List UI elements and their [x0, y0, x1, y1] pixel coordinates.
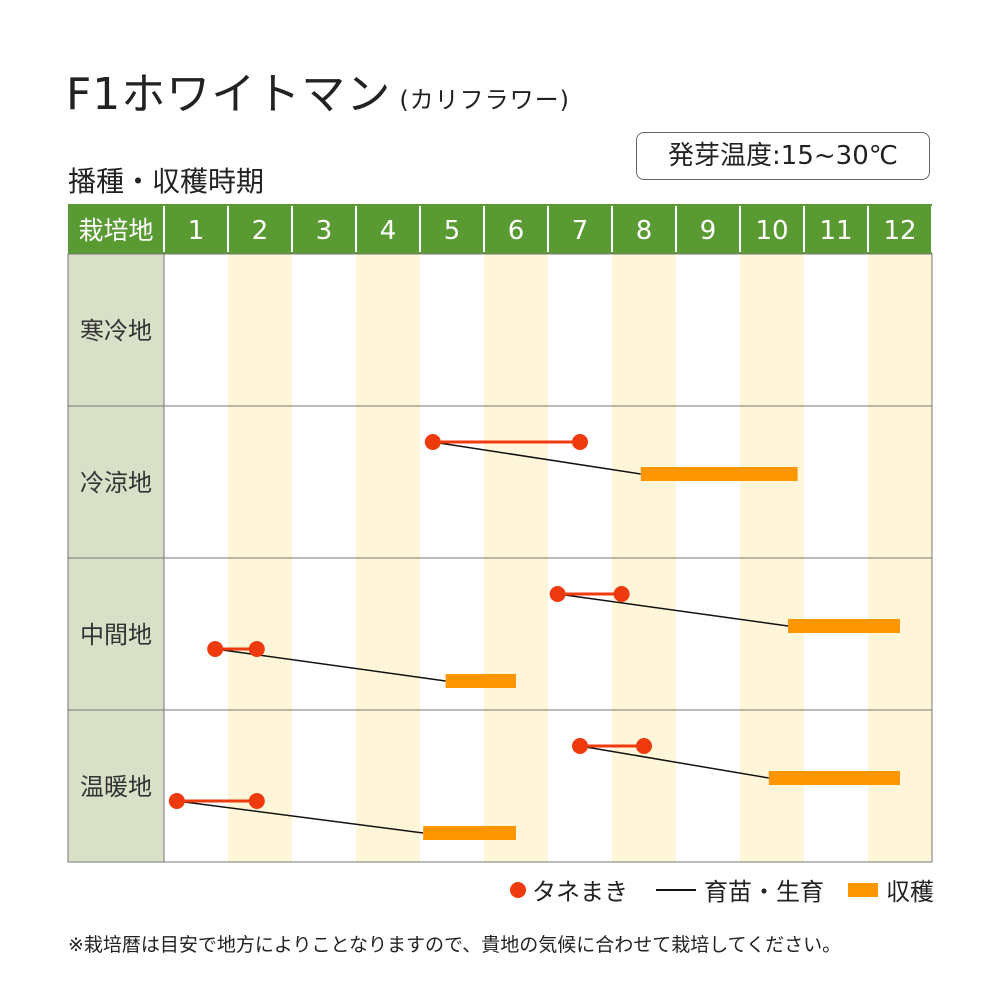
month-label: 9 [700, 216, 717, 246]
month-label: 8 [636, 216, 653, 246]
sowing-start-dot [424, 434, 441, 450]
sowing-start-dot [549, 586, 566, 602]
growing-line [176, 800, 424, 834]
sowing-marker-icon [510, 881, 526, 898]
sowing-start-dot [207, 641, 224, 657]
legend-label-harvest: 収穫 [886, 878, 934, 906]
footnote: ※栽培暦は目安で地方によりことなりますので、貴地の気候に合わせて栽培してください… [68, 934, 842, 956]
growing-line-icon [656, 888, 696, 891]
temperature-badge: 発芽温度:15~30℃ [636, 132, 930, 180]
month-label: 10 [755, 216, 788, 246]
harvest-bar [445, 674, 516, 688]
growing-line [579, 745, 769, 779]
region-label: 温暖地 [80, 773, 152, 801]
sowing-end-dot [636, 738, 652, 754]
harvest-bar [423, 826, 516, 840]
chart-border [67, 253, 933, 863]
region-label: 冷涼地 [80, 469, 152, 497]
legend-item-growing: 育苗・生育 [656, 872, 824, 907]
month-label: 4 [380, 216, 397, 246]
page-title: F1ホワイトマン (カリフラワー) [66, 58, 570, 122]
harvest-bar-icon [848, 882, 878, 897]
sowing-end-dot [248, 641, 265, 657]
region-label: 寒冷地 [80, 317, 152, 345]
legend-label-sowing: タネまき [532, 878, 628, 906]
month-label: 6 [508, 216, 525, 246]
month-label: 12 [883, 216, 916, 246]
legend-label-growing: 育苗・生育 [704, 878, 824, 906]
region-label: 中間地 [80, 621, 152, 649]
header-bar [68, 204, 932, 254]
legend-item-sowing: タネまき [510, 872, 628, 907]
month-label: 7 [572, 216, 589, 246]
growing-line [432, 441, 641, 475]
growing-line [557, 593, 789, 627]
harvest-bar [768, 771, 900, 785]
sowing-start-dot [572, 738, 588, 754]
title-sub: (カリフラワー) [399, 85, 571, 114]
month-label: 2 [252, 216, 269, 246]
harvest-bar [640, 467, 798, 481]
header-label: 栽培地 [78, 216, 153, 245]
month-label: 3 [316, 216, 333, 246]
legend-item-harvest: 収穫 [848, 872, 934, 907]
section-subtitle: 播種・収穫時期 [68, 165, 265, 198]
month-label: 1 [188, 216, 205, 246]
sowing-start-dot [168, 793, 185, 809]
title-main: F1ホワイトマン [66, 69, 392, 120]
sowing-end-dot [613, 586, 630, 602]
month-label: 11 [819, 216, 852, 246]
month-label: 5 [444, 216, 461, 246]
harvest-bar [788, 619, 900, 633]
legend: タネまき 育苗・生育 収穫 [0, 872, 1000, 906]
sowing-end-dot [248, 793, 265, 809]
sowing-end-dot [572, 434, 588, 450]
